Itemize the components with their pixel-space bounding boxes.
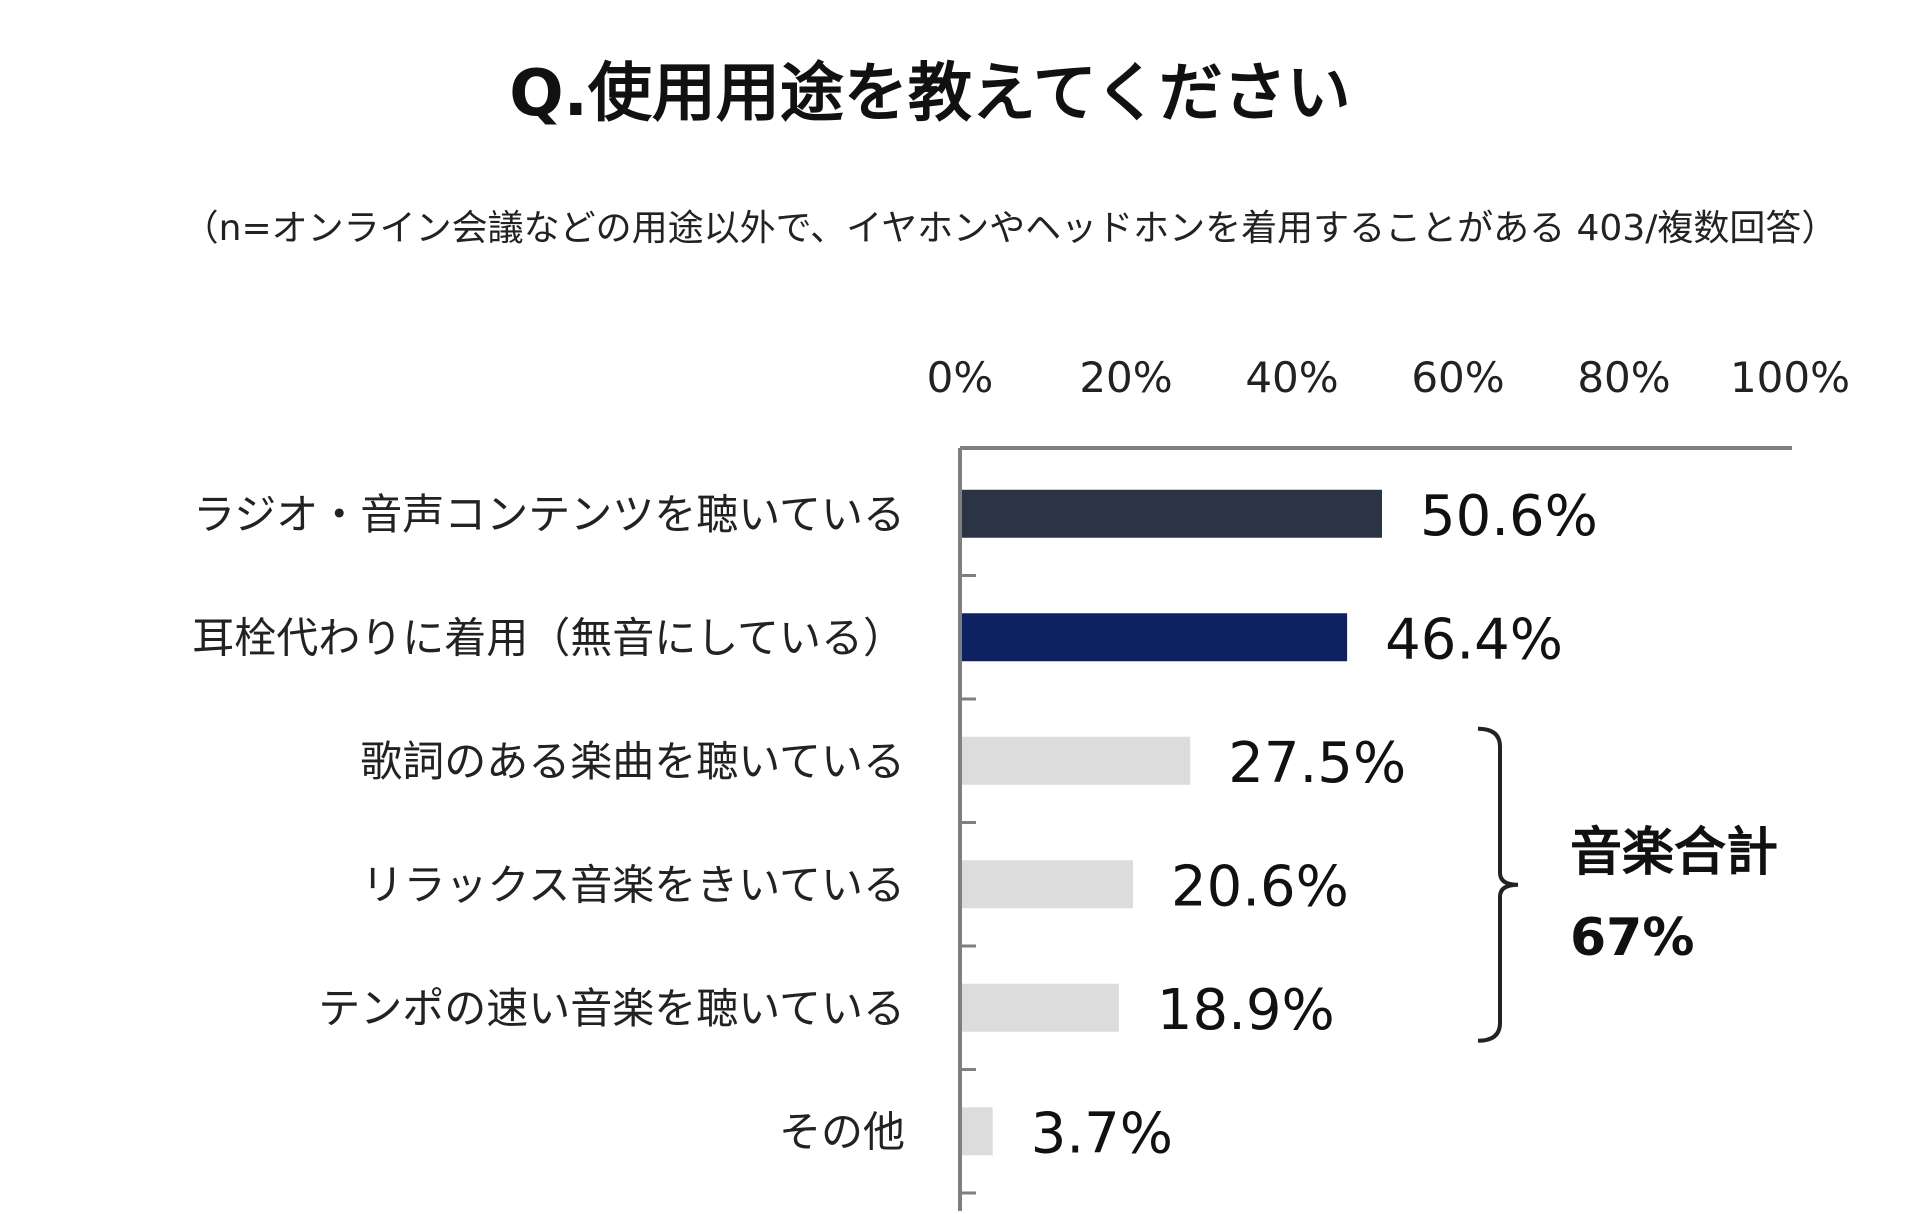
bar [962, 983, 1119, 1032]
bracket-label-value: 67% [1570, 908, 1694, 968]
value-label: 3.7% [1031, 1101, 1173, 1166]
category-label: テンポの速い音楽を聴いている [318, 984, 905, 1033]
x-tick-label: 60% [1411, 353, 1504, 402]
value-labels: 50.6% 46.4% 27.5% 20.6% 18.9% 3.7% [1031, 484, 1598, 1167]
x-tick-label: 80% [1577, 353, 1670, 402]
value-label: 18.9% [1157, 978, 1335, 1043]
x-tick-label: 100% [1730, 353, 1850, 402]
category-label: 歌詞のある楽曲を聴いている [360, 737, 905, 786]
bar [962, 1107, 993, 1156]
bars [962, 489, 1382, 1156]
category-label: 耳栓代わりに着用（無音にしている） [192, 613, 905, 662]
bracket-line [1477, 726, 1519, 1043]
category-label: リラックス音楽をきいている [362, 860, 905, 909]
value-label: 50.6% [1420, 484, 1598, 549]
category-label: ラジオ・音声コンテンツを聴いている [193, 490, 905, 539]
bar [962, 613, 1348, 662]
bar [962, 860, 1133, 909]
category-label: その他 [779, 1107, 905, 1156]
music-total-bracket: 音楽合計 67% [1477, 726, 1778, 1043]
x-tick-label: 20% [1079, 353, 1172, 402]
x-axis-ticks: 0% 20% 40% 60% 80% 100% [927, 353, 1850, 402]
chart-title: Q.使用用途を教えてください [509, 57, 1351, 131]
value-label: 27.5% [1228, 731, 1406, 796]
x-tick-label: 0% [927, 353, 994, 402]
value-label: 46.4% [1385, 607, 1563, 672]
chart-subtitle: （n=オンライン会議などの用途以外で、イヤホンやヘッドホンを着用することがある … [183, 208, 1838, 249]
bracket-label-title: 音楽合計 [1570, 823, 1778, 883]
value-label: 20.6% [1171, 854, 1349, 919]
x-tick-label: 40% [1245, 353, 1338, 402]
axes [958, 446, 1792, 1211]
bar [962, 489, 1382, 538]
bar [962, 736, 1191, 785]
